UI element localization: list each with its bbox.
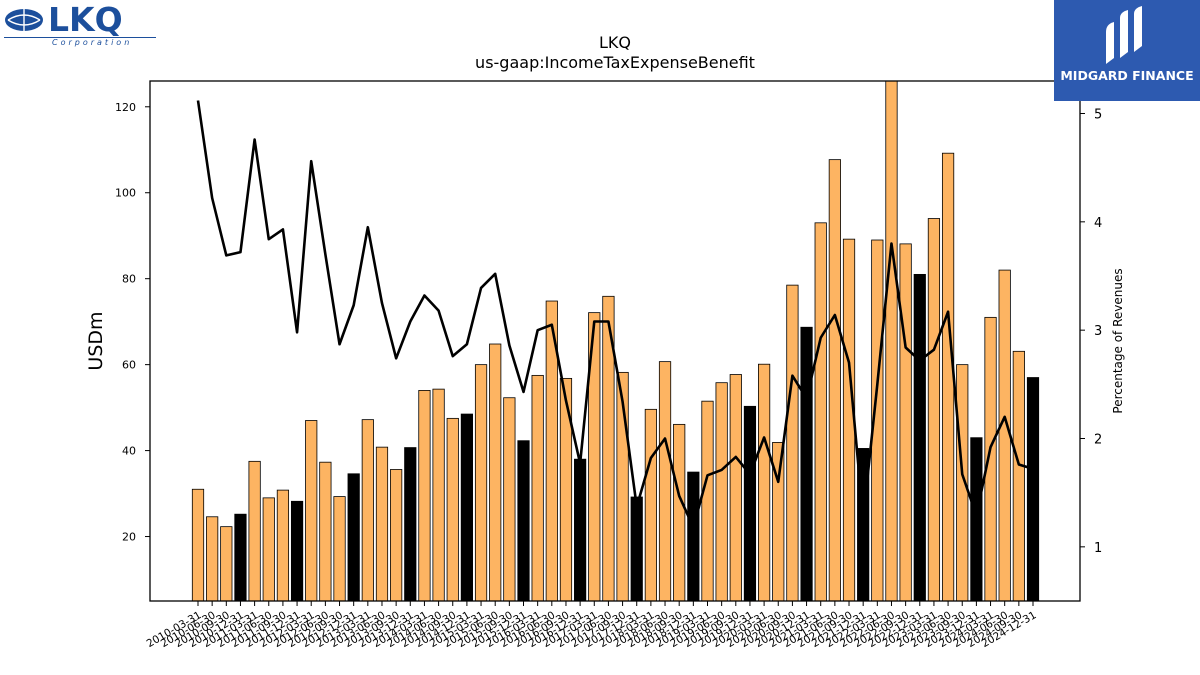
y-tick-label: 40 bbox=[122, 445, 136, 458]
bar bbox=[970, 437, 983, 602]
bar bbox=[828, 159, 841, 602]
bar bbox=[630, 496, 643, 602]
bar bbox=[984, 316, 997, 602]
globe-icon bbox=[5, 9, 43, 31]
bar bbox=[220, 526, 233, 602]
bar bbox=[913, 273, 926, 602]
plot-area: 20406080100120123452010-03-312010-06-302… bbox=[115, 80, 1102, 650]
bar bbox=[375, 446, 389, 602]
bar bbox=[404, 447, 417, 602]
bar bbox=[1012, 350, 1025, 602]
bar bbox=[474, 364, 488, 602]
bar bbox=[418, 390, 431, 602]
y-tick-label: 100 bbox=[115, 187, 136, 200]
bar bbox=[290, 500, 304, 602]
lkq-logo-subtitle: Corporation bbox=[52, 38, 133, 47]
lkq-logo-text: LKQ bbox=[48, 0, 123, 39]
bar bbox=[248, 460, 261, 602]
bar bbox=[658, 361, 672, 602]
bar bbox=[743, 405, 757, 602]
bar bbox=[998, 269, 1011, 602]
bar bbox=[305, 420, 318, 602]
y-tick-label: 20 bbox=[122, 531, 136, 544]
midgard-mark-icon bbox=[1106, 6, 1142, 64]
bar bbox=[347, 473, 360, 602]
bar bbox=[814, 222, 827, 602]
y2-tick-label: 2 bbox=[1094, 433, 1102, 448]
bar bbox=[559, 377, 573, 602]
y2-tick-label: 5 bbox=[1094, 108, 1102, 123]
bar bbox=[489, 343, 502, 602]
bar bbox=[899, 243, 912, 602]
y-tick-label: 80 bbox=[122, 273, 136, 286]
bar bbox=[262, 497, 275, 602]
midgard-finance-logo: MIDGARD FINANCE bbox=[1054, 0, 1200, 101]
lkq-logo: LKQ Corporation bbox=[4, 0, 160, 48]
bar bbox=[800, 326, 813, 602]
midgard-finance-name: MIDGARD FINANCE bbox=[1060, 68, 1194, 83]
bar bbox=[460, 413, 474, 602]
bar bbox=[206, 516, 219, 602]
bar bbox=[927, 218, 941, 602]
y-axis-label: USDm bbox=[85, 311, 107, 370]
bar bbox=[786, 284, 799, 602]
y2-tick-label: 1 bbox=[1094, 541, 1102, 556]
bar bbox=[446, 417, 459, 602]
bar bbox=[885, 80, 898, 602]
bar bbox=[715, 382, 728, 602]
bar bbox=[644, 408, 657, 602]
bar bbox=[687, 471, 700, 602]
bar bbox=[531, 374, 544, 602]
y2-tick-label: 4 bbox=[1094, 216, 1102, 231]
bar bbox=[941, 152, 955, 602]
chart-title: LKQ bbox=[599, 33, 631, 52]
bar bbox=[234, 513, 247, 602]
bar bbox=[758, 363, 771, 602]
bar bbox=[503, 397, 516, 602]
bar bbox=[390, 469, 403, 602]
bar bbox=[319, 461, 332, 602]
bar bbox=[333, 496, 346, 602]
y2-axis-label: Percentage of Revenues bbox=[1111, 268, 1125, 413]
bar bbox=[574, 458, 587, 602]
series-line bbox=[196, 100, 1034, 529]
bar bbox=[361, 419, 374, 602]
bar bbox=[517, 440, 530, 602]
bar bbox=[191, 488, 205, 602]
plot-frame bbox=[149, 80, 1081, 602]
bar bbox=[432, 388, 445, 602]
bar bbox=[1026, 377, 1040, 602]
bar bbox=[673, 423, 686, 602]
chart-subtitle: us-gaap:IncomeTaxExpenseBenefit bbox=[475, 53, 755, 72]
bar bbox=[701, 400, 714, 602]
y-tick-label: 60 bbox=[122, 359, 136, 372]
lkq-logo-rule bbox=[4, 37, 156, 38]
y-tick-label: 120 bbox=[115, 101, 136, 114]
bar bbox=[729, 374, 742, 602]
y2-tick-label: 3 bbox=[1094, 324, 1102, 339]
bar bbox=[276, 489, 290, 602]
